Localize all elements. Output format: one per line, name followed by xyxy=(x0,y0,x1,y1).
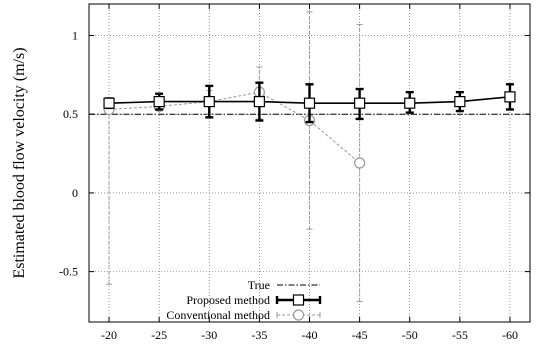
series-conventional xyxy=(103,11,366,303)
x-tick-label: -30 xyxy=(201,328,217,342)
data-point xyxy=(103,97,115,109)
y-tick-label: 0 xyxy=(72,186,78,200)
x-tick-label: -25 xyxy=(151,328,167,342)
legend-marker-square xyxy=(292,294,305,306)
x-tick-label: -40 xyxy=(302,328,318,342)
ticks: -20 -25 -30 -35 -40 -45 -50 -55 -60 -0.5 0 0.5 1 xyxy=(59,4,530,342)
y-tick-label: 0.5 xyxy=(63,107,78,121)
data-point xyxy=(203,96,215,108)
y-axis-label: Estimated blood flow velocity (m/s) xyxy=(11,47,28,278)
legend-label: True xyxy=(248,278,270,292)
x-tick-label: -45 xyxy=(352,328,368,342)
legend-label: Conventional method xyxy=(166,308,270,322)
legend-label: Proposed method xyxy=(186,293,270,307)
data-point xyxy=(153,96,165,108)
y-tick-label: 1 xyxy=(72,28,78,42)
data-point xyxy=(454,96,466,108)
data-point xyxy=(253,96,265,108)
x-tick-label: -55 xyxy=(452,328,468,342)
data-point xyxy=(404,97,416,109)
data-point xyxy=(303,97,316,109)
series-layer xyxy=(103,11,516,303)
data-point xyxy=(504,91,516,103)
series-proposed xyxy=(103,81,516,124)
x-tick-label: -35 xyxy=(251,328,267,342)
data-point xyxy=(354,97,366,109)
legend-marker-circle xyxy=(292,309,305,321)
x-tick-label: -20 xyxy=(101,328,117,342)
x-tick-label: -60 xyxy=(502,328,518,342)
y-tick-label: -0.5 xyxy=(59,265,78,279)
series-line xyxy=(109,91,360,164)
x-tick-label: -50 xyxy=(402,328,418,342)
data-point xyxy=(354,157,366,169)
